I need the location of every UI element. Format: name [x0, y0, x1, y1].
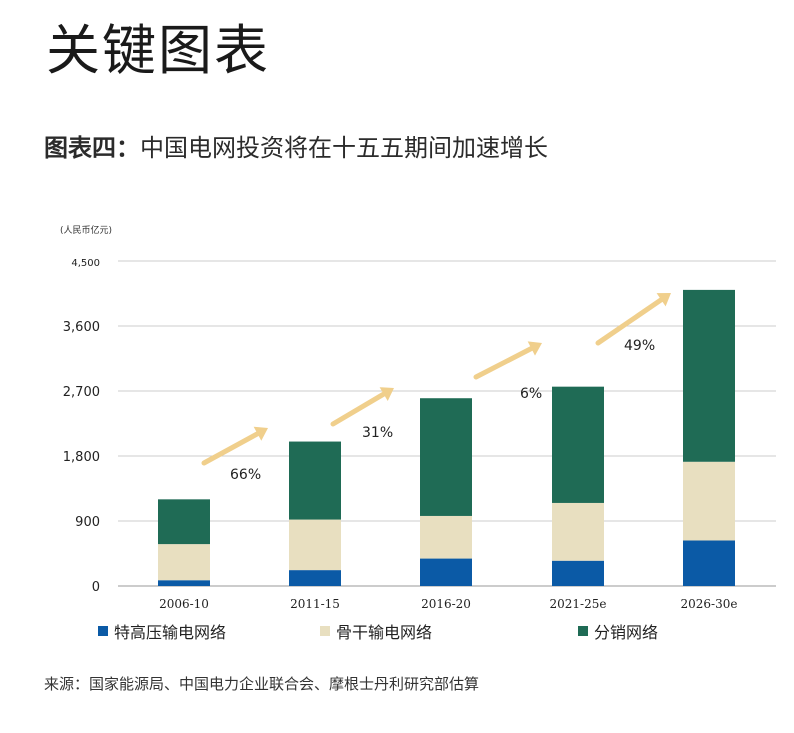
x-tick-label: 2011-15	[290, 597, 340, 611]
growth-label: 31%	[362, 425, 393, 441]
legend-swatch-uhv	[98, 626, 108, 636]
bar-segment-backbone	[420, 515, 472, 559]
source-note: 来源：国家能源局、中国电力企业联合会、摩根士丹利研究部估算	[44, 675, 480, 693]
bar-segment-uhv	[420, 558, 472, 586]
bar-segment-uhv	[552, 560, 604, 586]
growth-arrow	[595, 297, 664, 346]
growth-arrow	[473, 345, 534, 380]
growth-arrow-head	[527, 341, 542, 356]
y-tick-label: 1,800	[63, 450, 100, 465]
y-tick-label: 0	[92, 580, 100, 595]
bar-segment-backbone	[158, 544, 210, 581]
bar-segment-backbone	[289, 519, 341, 571]
chart-title: 图表四：中国电网投资将在十五五期间加速增长	[44, 128, 548, 163]
growth-arrows: 66% 31% 6% 49%	[201, 293, 671, 483]
x-tick-label: 2006-10	[159, 597, 209, 611]
y-tick-label: 4,500	[71, 258, 100, 269]
legend-label-backbone: 骨干输电网络	[336, 623, 433, 642]
growth-label: 66%	[230, 467, 261, 483]
y-tick-labels: 0 900 1,800 2,700 3,600 4,500	[63, 258, 100, 595]
bars	[158, 289, 735, 586]
bar-segment-uhv	[158, 580, 210, 586]
growth-arrow	[201, 431, 260, 466]
x-tick-labels: 2006-10 2011-15 2016-20 2021-25e 2026-30e	[159, 597, 737, 611]
chart-title-prefix: 图表四：	[44, 133, 140, 162]
bar-segment-uhv	[683, 540, 735, 586]
bar-segment-distribution	[289, 441, 341, 520]
y-tick-label: 900	[75, 515, 100, 530]
growth-arrow	[330, 391, 387, 427]
growth-label: 49%	[624, 338, 655, 354]
legend-swatch-distribution	[578, 626, 588, 636]
page-heading: 关键图表	[46, 19, 270, 82]
growth-label: 6%	[520, 386, 542, 402]
bar-segment-backbone	[552, 502, 604, 561]
bar-segment-distribution	[552, 386, 604, 503]
y-tick-label: 3,600	[63, 320, 100, 335]
bar-segment-uhv	[289, 570, 341, 586]
legend-item-uhv: 特高压输电网络	[98, 619, 226, 643]
bar-segment-distribution	[158, 499, 210, 545]
bar-segment-backbone	[683, 461, 735, 541]
x-tick-label: 2021-25e	[550, 597, 607, 611]
legend-label-distribution: 分销网络	[594, 623, 659, 642]
chart-title-text: 中国电网投资将在十五五期间加速增长	[140, 134, 548, 162]
x-tick-label: 2026-30e	[681, 597, 738, 611]
legend-item-backbone: 骨干输电网络	[320, 619, 432, 643]
legend: 特高压输电网络 骨干输电网络 分销网络	[98, 619, 738, 643]
x-tick-label: 2016-20	[421, 597, 471, 611]
growth-arrow-head	[253, 426, 268, 441]
legend-label-uhv: 特高压输电网络	[114, 623, 227, 642]
y-tick-label: 2,700	[63, 385, 100, 400]
bar-segment-distribution	[683, 289, 735, 462]
growth-arrow-head	[379, 387, 394, 401]
bar-segment-distribution	[420, 398, 472, 516]
legend-swatch-backbone	[320, 626, 330, 636]
y-axis-unit-label: (人民币亿元)	[60, 224, 112, 236]
growth-arrow-head	[656, 293, 671, 307]
legend-item-distribution: 分销网络	[578, 619, 658, 643]
